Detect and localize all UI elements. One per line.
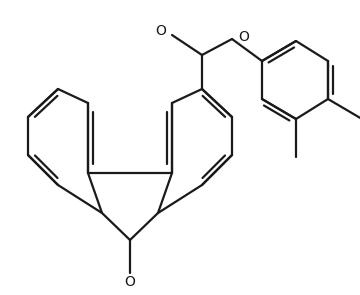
Text: O: O — [125, 275, 135, 289]
Text: O: O — [156, 24, 166, 38]
Text: O: O — [239, 30, 249, 44]
